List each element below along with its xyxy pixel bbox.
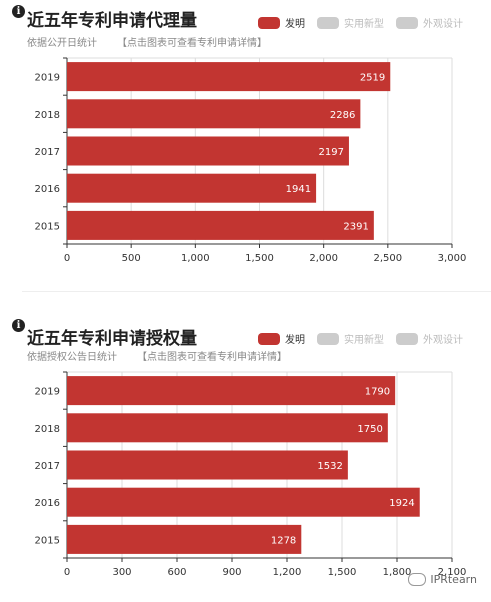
details-link[interactable]: 【点击图表可查看专利申请详情】 — [137, 352, 287, 363]
watermark: IPRtearn — [408, 573, 477, 586]
legend-label: 发明 — [285, 19, 305, 30]
legend-label: 外观设计 — [423, 19, 463, 30]
y-category-label: 2019 — [35, 387, 60, 398]
y-category-label: 2018 — [35, 110, 60, 121]
bar[interactable] — [67, 210, 374, 240]
details-link[interactable]: 【点击图表可查看专利申请详情】 — [117, 38, 267, 49]
info-icon[interactable]: i — [12, 319, 25, 332]
legend: 发明 实用新型 外观设计 — [246, 15, 463, 30]
legend-label: 发明 — [285, 335, 305, 346]
x-tick-label: 1,500 — [328, 567, 357, 578]
x-tick-label: 900 — [222, 567, 241, 578]
panel-divider — [22, 291, 491, 292]
wechat-icon — [408, 573, 427, 586]
bar[interactable] — [67, 450, 348, 480]
legend-label: 实用新型 — [344, 335, 384, 346]
bar[interactable] — [67, 62, 391, 92]
chart-panel-2: i 近五年专利申请授权量 依据授权公告日统计 【点击图表可查看专利申请详情】 发明… — [0, 312, 491, 600]
x-tick-label: 1,200 — [273, 567, 302, 578]
data-label: 2519 — [360, 73, 385, 84]
watermark-text: IPRtearn — [430, 573, 477, 586]
x-tick-label: 2,000 — [309, 253, 338, 264]
y-category-label: 2017 — [35, 147, 60, 158]
x-tick-label: 2,500 — [374, 253, 403, 264]
legend-swatch — [317, 16, 339, 29]
legend-swatch — [317, 332, 339, 345]
y-category-label: 2016 — [35, 498, 60, 509]
data-label: 2197 — [318, 147, 343, 158]
bar[interactable] — [67, 487, 420, 517]
legend-item-design[interactable]: 外观设计 — [396, 331, 463, 346]
legend-item-utility-model[interactable]: 实用新型 — [317, 15, 384, 30]
data-label: 1924 — [389, 498, 414, 509]
chart-title: 近五年专利申请授权量 — [27, 329, 197, 349]
y-category-label: 2019 — [35, 73, 60, 84]
x-tick-label: 300 — [112, 567, 131, 578]
data-label: 1790 — [365, 387, 390, 398]
info-icon[interactable]: i — [12, 5, 25, 18]
legend-item-invention[interactable]: 发明 — [258, 15, 305, 30]
chart-title: 近五年专利申请代理量 — [27, 11, 197, 31]
chart-subtitle: 依据授权公告日统计 【点击图表可查看专利申请详情】 — [27, 348, 287, 363]
y-category-label: 2015 — [35, 535, 60, 546]
data-label: 1941 — [286, 184, 311, 195]
x-tick-label: 2,100 — [438, 567, 467, 578]
y-category-label: 2017 — [35, 461, 60, 472]
x-tick-label: 0 — [64, 253, 70, 264]
bar[interactable] — [67, 173, 317, 203]
legend-item-design[interactable]: 外观设计 — [396, 15, 463, 30]
x-tick-label: 1,000 — [181, 253, 210, 264]
bar[interactable] — [67, 376, 396, 406]
bar-chart[interactable]: 0 500 1,000 1,500 2,000 2,500 3,000 2019 2519 201… — [0, 50, 491, 290]
x-tick-label: 3,000 — [438, 253, 467, 264]
legend-swatch — [258, 16, 280, 29]
y-category-label: 2018 — [35, 424, 60, 435]
x-tick-label: 1,800 — [383, 567, 412, 578]
bar[interactable] — [67, 413, 388, 443]
x-tick-label: 500 — [122, 253, 141, 264]
bar[interactable] — [67, 136, 349, 166]
legend-swatch — [396, 332, 418, 345]
x-tick-label: 1,500 — [245, 253, 274, 264]
data-label: 1278 — [271, 535, 296, 546]
bar[interactable] — [67, 524, 302, 554]
legend-label: 外观设计 — [423, 335, 463, 346]
legend-item-invention[interactable]: 发明 — [258, 331, 305, 346]
subtitle-text: 依据公开日统计 — [27, 38, 97, 49]
legend-item-utility-model[interactable]: 实用新型 — [317, 331, 384, 346]
x-tick-label: 0 — [64, 567, 70, 578]
subtitle-text: 依据授权公告日统计 — [27, 352, 117, 363]
legend-swatch — [396, 16, 418, 29]
legend: 发明 实用新型 外观设计 — [246, 331, 463, 346]
y-category-label: 2015 — [35, 221, 60, 232]
legend-swatch — [258, 332, 280, 345]
data-label: 1532 — [317, 461, 342, 472]
data-label: 1750 — [357, 424, 382, 435]
data-label: 2391 — [343, 221, 368, 232]
chart-panel-1: i 近五年专利申请代理量 依据公开日统计 【点击图表可查看专利申请详情】 发明 实… — [0, 0, 491, 290]
legend-label: 实用新型 — [344, 19, 384, 30]
chart-subtitle: 依据公开日统计 【点击图表可查看专利申请详情】 — [27, 34, 267, 49]
bar-chart[interactable]: 0 300 600 900 1,200 1,500 1,800 2,100 2019 1790 20… — [0, 364, 491, 602]
x-tick-label: 600 — [167, 567, 186, 578]
bar[interactable] — [67, 99, 361, 129]
y-category-label: 2016 — [35, 184, 60, 195]
data-label: 2286 — [330, 110, 355, 121]
